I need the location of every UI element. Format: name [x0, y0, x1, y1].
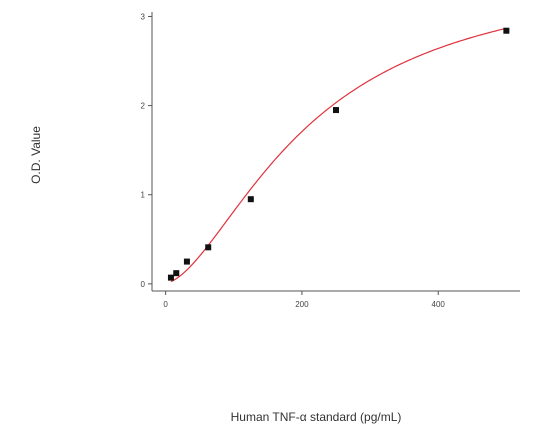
data-point — [247, 196, 254, 203]
x-tick-label: 0 — [163, 300, 168, 309]
axes: 0 1 2 3 0 200 400 — [141, 12, 520, 309]
data-point — [183, 258, 190, 265]
data-point — [167, 274, 174, 281]
data-points-layer — [167, 27, 510, 281]
fit-curve — [170, 27, 507, 283]
y-tick-label: 3 — [141, 12, 146, 21]
y-tick-label: 1 — [141, 191, 146, 200]
data-point — [205, 244, 212, 251]
x-tick-label: 400 — [432, 300, 446, 309]
y-tick-label: 2 — [141, 102, 146, 111]
x-axis-title: Human TNF-α standard (pg/mL) — [231, 410, 402, 424]
x-tick-label: 200 — [295, 300, 309, 309]
data-point — [173, 270, 180, 277]
y-axis-title: O.D. Value — [29, 126, 43, 184]
y-tick-label: 0 — [141, 280, 146, 289]
data-point — [333, 107, 339, 114]
fit-curve-layer — [170, 27, 507, 283]
data-point — [503, 27, 510, 34]
